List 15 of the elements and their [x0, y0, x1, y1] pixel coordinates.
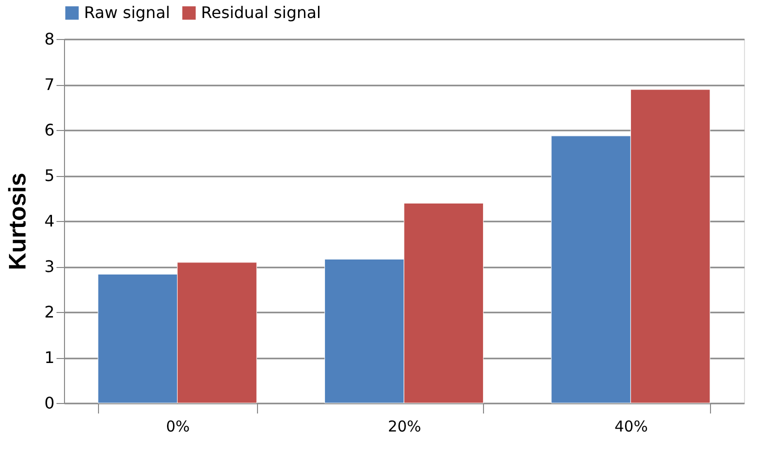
y-tick-label: 5: [44, 166, 54, 185]
legend-label: Residual signal: [201, 3, 321, 22]
x-tick-label: 20%: [388, 418, 422, 436]
y-tick-label: 8: [44, 30, 54, 48]
y-tick-label: 2: [44, 302, 54, 322]
legend-label: Raw signal: [84, 3, 170, 22]
x-tick-label: 40%: [614, 418, 648, 436]
y-axis-title: Kurtosis: [4, 172, 32, 270]
x-tick-label: 0%: [166, 418, 190, 436]
y-tick-label: 3: [44, 257, 54, 276]
y-tick-label: 4: [44, 212, 54, 230]
y-tick-label: 1: [44, 348, 54, 367]
y-tick-label: 0: [44, 394, 54, 412]
y-tick-label: 6: [44, 120, 54, 140]
y-tick-label: 7: [44, 75, 54, 94]
